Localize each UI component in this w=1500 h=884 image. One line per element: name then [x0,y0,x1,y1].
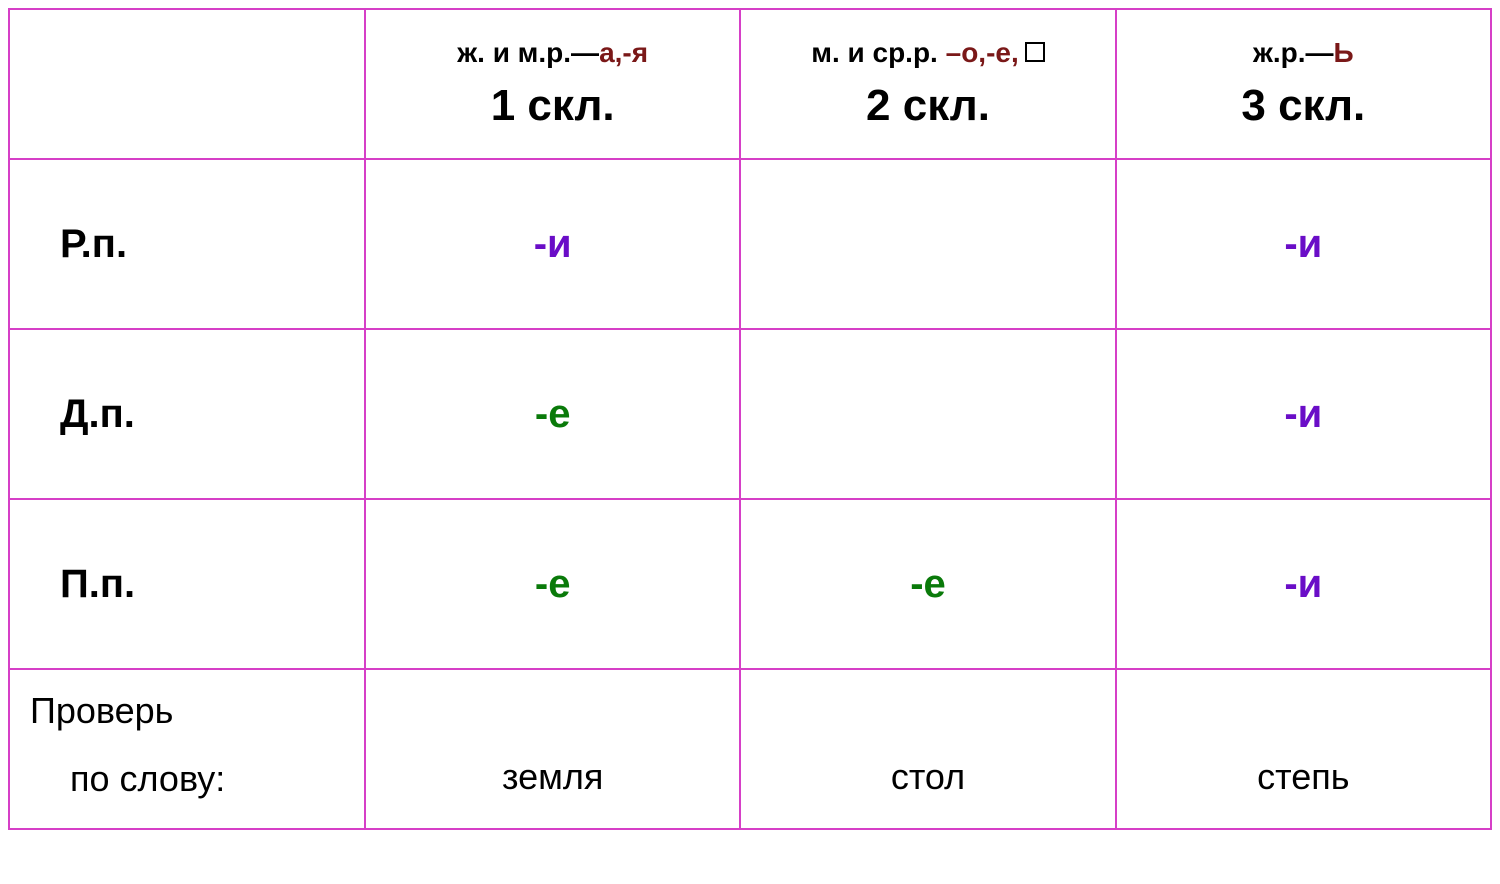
row-check: Проверь по слову: земля стол степь [9,669,1491,829]
header-col3-line1: ж.р.—Ь [1125,37,1482,69]
cell-rp-3: -и [1116,159,1491,329]
row-rp: Р.п. -и -и [9,159,1491,329]
header-col3: ж.р.—Ь 3 скл. [1116,9,1491,159]
header-col1-black: ж. и м.р.— [457,37,599,68]
check-line1: Проверь [30,690,364,732]
cell-pp-2: -е [740,499,1115,669]
check-word-3: степь [1116,669,1491,829]
header-row: ж. и м.р.—а,-я 1 скл. м. и ср.р. –о,-е, … [9,9,1491,159]
header-col1-accent: а,-я [599,37,648,68]
check-line2: по слову: [30,758,364,800]
row-label-dp: Д.п. [9,329,365,499]
cell-pp-3: -и [1116,499,1491,669]
row-dp: Д.п. -е -и [9,329,1491,499]
declension-table: ж. и м.р.—а,-я 1 скл. м. и ср.р. –о,-е, … [8,8,1492,830]
cell-pp-1: -е [365,499,740,669]
header-col3-black: ж.р.— [1253,37,1334,68]
cell-dp-3: -и [1116,329,1491,499]
header-col1-line2: 1 скл. [374,81,731,131]
check-word-2: стол [740,669,1115,829]
header-col2: м. и ср.р. –о,-е, 2 скл. [740,9,1115,159]
row-label-rp: Р.п. [9,159,365,329]
row-label-pp: П.п. [9,499,365,669]
header-col1-line1: ж. и м.р.—а,-я [374,37,731,69]
check-label-cell: Проверь по слову: [9,669,365,829]
header-col3-line2: 3 скл. [1125,81,1482,131]
header-col2-black: м. и ср.р. [811,37,945,68]
cell-rp-2 [740,159,1115,329]
header-col2-accent: –о,-е, [946,37,1019,68]
cell-rp-1: -и [365,159,740,329]
header-empty [9,9,365,159]
header-col2-line2: 2 скл. [749,81,1106,131]
cell-dp-1: -е [365,329,740,499]
row-pp: П.п. -е -е -и [9,499,1491,669]
header-col2-line1: м. и ср.р. –о,-е, [749,37,1106,69]
zero-ending-icon [1025,42,1045,62]
header-col1: ж. и м.р.—а,-я 1 скл. [365,9,740,159]
cell-dp-2 [740,329,1115,499]
header-col3-accent: Ь [1334,37,1354,68]
check-word-1: земля [365,669,740,829]
